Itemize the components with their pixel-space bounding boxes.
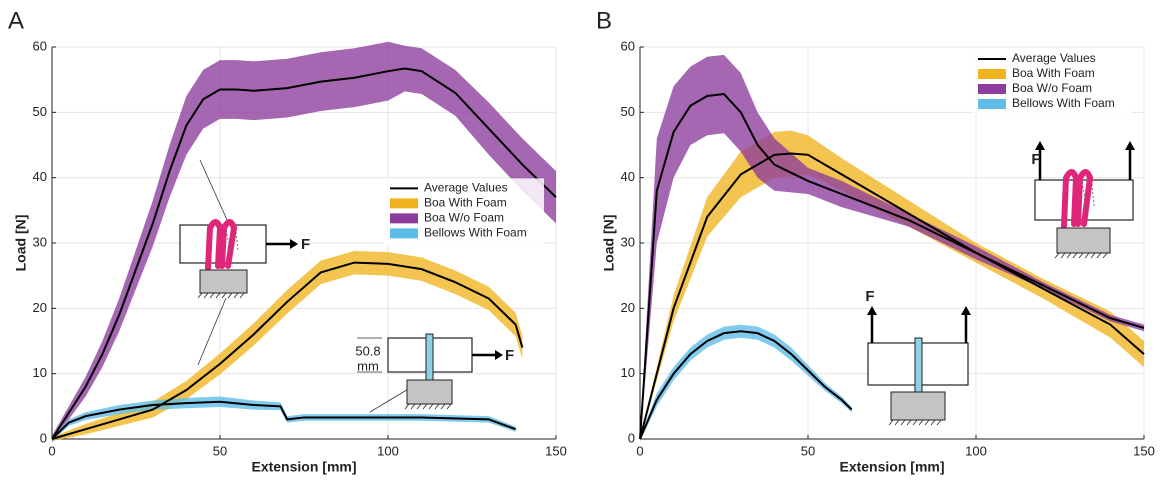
y-tick-label: 50 [33, 104, 47, 119]
legend-swatch [978, 69, 1006, 79]
x-tick-label: 50 [213, 443, 227, 458]
legend-label: Bellows With Foam [1012, 96, 1115, 110]
y-tick-label: 40 [33, 169, 47, 184]
band [52, 396, 516, 441]
annotation: F [1031, 151, 1040, 168]
x-tick-label: 50 [801, 443, 815, 458]
y-tick-label: 0 [628, 430, 635, 445]
y-tick-label: 60 [621, 38, 635, 53]
annotation: F [505, 347, 514, 364]
legend-swatch [390, 228, 418, 239]
y-tick-label: 10 [621, 365, 635, 380]
x-tick-label: 150 [1133, 443, 1155, 458]
band [640, 54, 1144, 443]
legend-label: Average Values [424, 181, 508, 195]
y-tick-label: 60 [33, 38, 47, 53]
y-tick-label: 20 [33, 300, 47, 315]
average-line [639, 152, 1145, 440]
diagram-boa-b: F [1031, 141, 1135, 259]
annotation: mm [357, 358, 379, 373]
legend-swatch [978, 99, 1006, 109]
y-tick-label: 0 [40, 430, 47, 445]
y-tick-label: 30 [33, 234, 47, 249]
band [52, 41, 556, 443]
legend-label: Boa With Foam [1012, 66, 1095, 80]
annotation: F [865, 288, 874, 305]
x-tick-label: 100 [965, 443, 987, 458]
x-axis-label: Extension [mm] [839, 459, 944, 475]
diagram-bellows-a: 50.8 mm F [355, 333, 514, 413]
y-tick-label: 50 [621, 104, 635, 119]
average-line [51, 261, 524, 440]
y-tick-label: 10 [33, 365, 47, 380]
diagram-boa-a: F [179, 159, 310, 366]
x-axis-label: Extension [mm] [251, 459, 356, 475]
x-tick-label: 100 [377, 443, 399, 458]
diagram-bellows-b: F [865, 288, 971, 426]
legend-label: Bellows With Foam [424, 226, 527, 240]
legend-swatch [978, 84, 1006, 94]
y-axis-label: Load [N] [13, 215, 29, 272]
x-tick-label: 150 [545, 443, 567, 458]
average-line [51, 400, 517, 440]
legend-swatch [390, 213, 418, 224]
legend-swatch [390, 198, 418, 209]
average-line [639, 92, 1145, 440]
y-tick-label: 30 [621, 234, 635, 249]
x-tick-label: 0 [636, 443, 643, 458]
legend-label: Boa W/o Foam [1012, 81, 1092, 95]
legend-label: Boa With Foam [424, 196, 507, 210]
band [640, 324, 852, 441]
annotation: F [301, 236, 310, 253]
panel-label: B [596, 7, 612, 34]
x-tick-label: 0 [48, 443, 55, 458]
average-line [639, 330, 853, 440]
legend-label: Boa W/o Foam [424, 211, 504, 225]
average-line [51, 67, 557, 440]
panel-label: A [8, 7, 24, 34]
annotation: 50.8 [355, 343, 380, 358]
y-axis-label: Load [N] [601, 215, 617, 272]
y-tick-label: 20 [621, 300, 635, 315]
y-tick-label: 40 [621, 169, 635, 184]
legend-label: Average Values [1012, 51, 1096, 65]
band [52, 250, 523, 441]
